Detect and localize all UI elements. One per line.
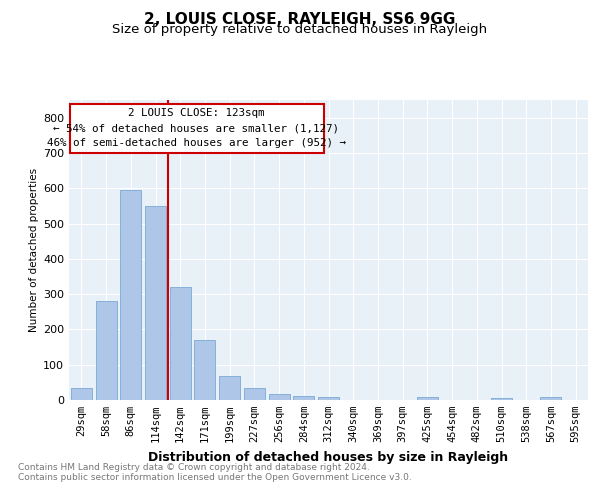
Bar	[318, 397, 339, 400]
Bar	[95, 301, 116, 400]
Bar	[244, 388, 265, 400]
Bar	[293, 396, 314, 400]
Text: 2, LOUIS CLOSE, RAYLEIGH, SS6 9GG: 2, LOUIS CLOSE, RAYLEIGH, SS6 9GG	[145, 12, 455, 28]
Bar	[71, 388, 92, 400]
Text: 2 LOUIS CLOSE: 123sqm
← 54% of detached houses are smaller (1,127)
46% of semi-d: 2 LOUIS CLOSE: 123sqm ← 54% of detached …	[47, 108, 346, 148]
Text: Size of property relative to detached houses in Rayleigh: Size of property relative to detached ho…	[112, 24, 488, 36]
Y-axis label: Number of detached properties: Number of detached properties	[29, 168, 39, 332]
Bar	[120, 190, 141, 400]
Bar	[417, 397, 438, 400]
X-axis label: Distribution of detached houses by size in Rayleigh: Distribution of detached houses by size …	[148, 450, 509, 464]
Bar	[491, 398, 512, 400]
Bar	[269, 394, 290, 400]
Bar	[194, 340, 215, 400]
Bar	[145, 206, 166, 400]
Bar	[70, 104, 323, 153]
Bar	[541, 397, 562, 400]
Bar	[219, 376, 240, 400]
Bar	[170, 287, 191, 400]
Text: Contains HM Land Registry data © Crown copyright and database right 2024.
Contai: Contains HM Land Registry data © Crown c…	[18, 462, 412, 482]
